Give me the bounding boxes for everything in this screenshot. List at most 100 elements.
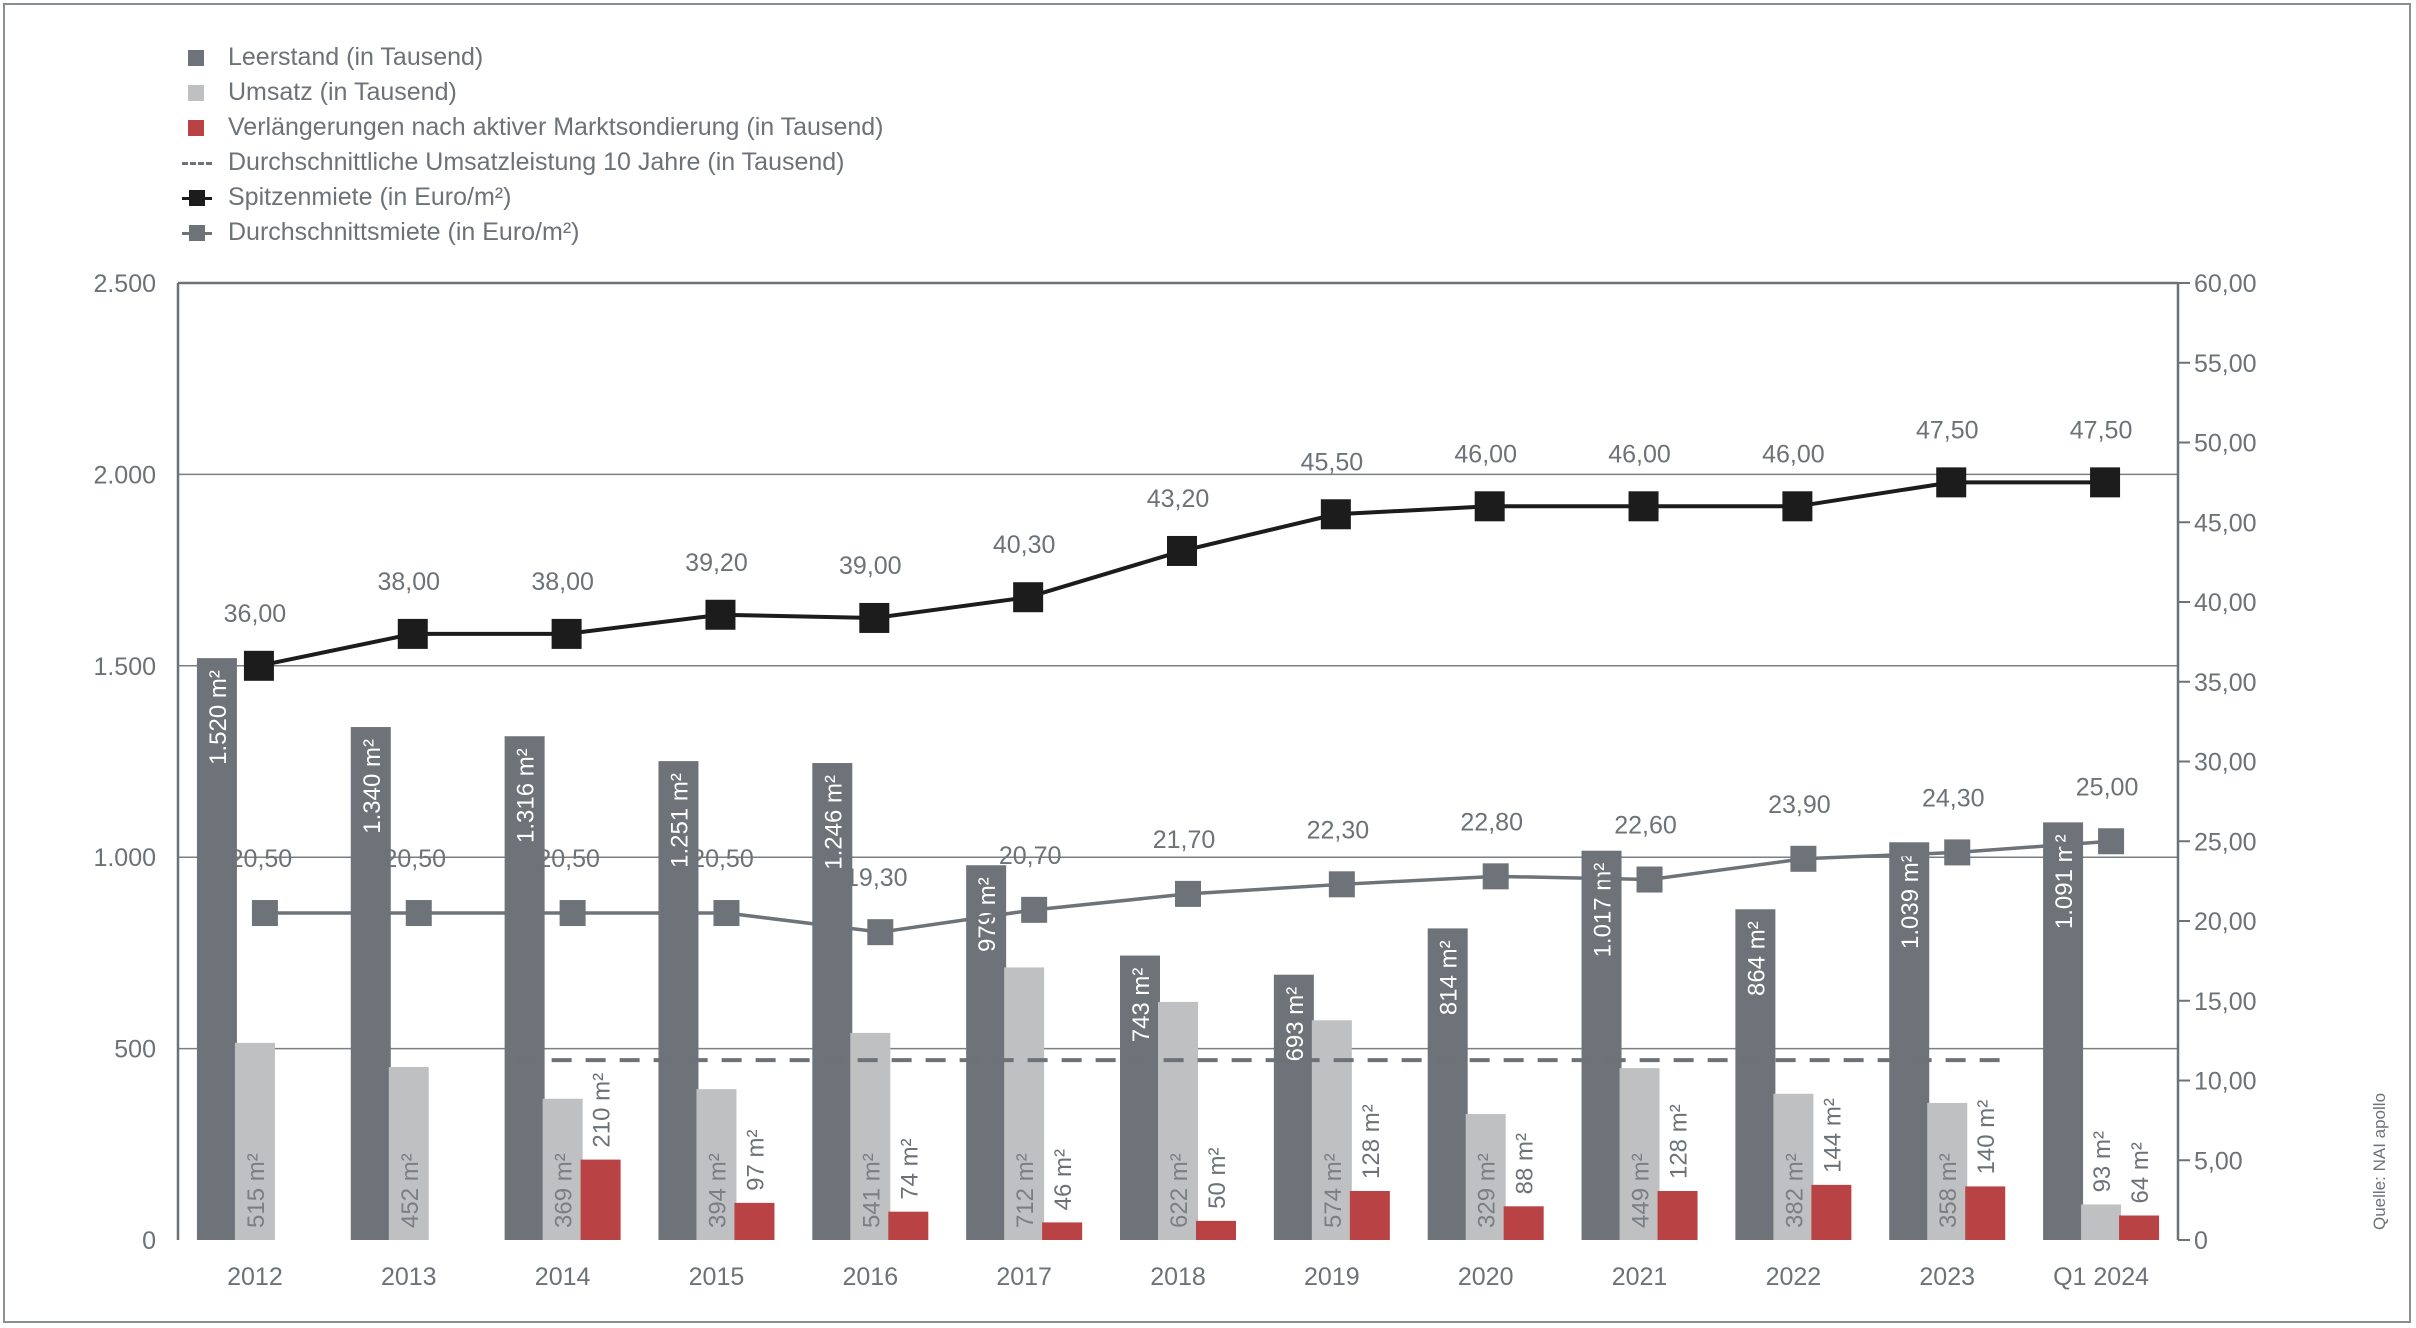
durchschnittsmiete-value-label: 22,30	[1307, 816, 1370, 844]
bar-data-label: 88 m²	[1512, 1133, 1539, 1194]
y-left-tick-label: 2.500	[93, 270, 156, 298]
bar-leerstand	[504, 736, 545, 1240]
legend-item-durchschnittsmiete: Durchschnittsmiete (in Euro/m²)	[182, 215, 884, 250]
y-right-tick-label: 15,00	[2194, 988, 2257, 1016]
y-left-tick-label: 500	[114, 1036, 156, 1064]
bar-data-label: 128 m²	[1666, 1104, 1693, 1179]
durchschnittsmiete-value-label: 22,80	[1460, 808, 1523, 836]
durchschnittsmiete-marker	[1636, 866, 1663, 893]
durchschnittsmiete-value-label: 25,00	[2076, 773, 2139, 801]
y-right-tick-label: 25,00	[2194, 828, 2257, 856]
spitzenmiete-value-label: 43,20	[1147, 485, 1210, 513]
x-tick-label: 2022	[1766, 1263, 1822, 1291]
durchschnittsmiete-value-label: 20,50	[691, 845, 754, 873]
durchschnittsmiete-marker	[405, 900, 432, 927]
spitzenmiete-value-label: 46,00	[1454, 440, 1517, 468]
bar-umsatz	[1158, 1001, 1198, 1240]
spitzenmiete-value-label: 39,20	[685, 549, 748, 577]
bar-data-label: 712 m²	[1012, 1153, 1039, 1228]
spitzenmiete-marker	[397, 618, 428, 649]
bar-data-label: 93 m²	[2089, 1131, 2116, 1192]
x-tick-label: 2023	[1919, 1263, 1975, 1291]
x-tick-label: 2014	[535, 1263, 591, 1291]
bar-verlaengerung	[734, 1202, 775, 1240]
bar-data-label: 541 m²	[858, 1153, 885, 1228]
bar-leerstand	[966, 865, 1007, 1240]
y-right-tick-label: 60,00	[2194, 270, 2257, 298]
bar-data-label: 814 m²	[1436, 940, 1463, 1015]
spitzenmiete-value-label: 38,00	[377, 568, 440, 596]
bar-data-label: 864 m²	[1743, 921, 1770, 996]
bar-umsatz	[1311, 1020, 1352, 1240]
bar-umsatz	[388, 1066, 429, 1240]
durchschnittsmiete-value-label: 19,30	[845, 864, 908, 892]
bar-data-label: 358 m²	[1935, 1153, 1962, 1228]
durchschnittsmiete-value-label: 21,70	[1153, 826, 1216, 854]
bar-umsatz	[1927, 1102, 1968, 1240]
y-right-tick-label: 5,00	[2194, 1147, 2243, 1175]
spitzenmiete-marker	[1782, 491, 1813, 522]
bar-leerstand	[1735, 909, 1776, 1240]
x-tick-label: 2016	[842, 1263, 898, 1291]
bar-umsatz	[2081, 1204, 2122, 1240]
legend-swatch-leerstand	[182, 47, 218, 69]
y-right-tick-label: 50,00	[2194, 430, 2257, 458]
spitzenmiete-marker	[2090, 467, 2121, 498]
bar-umsatz	[850, 1032, 891, 1240]
durchschnittsmiete-marker	[559, 900, 586, 927]
bar-data-label: 329 m²	[1474, 1153, 1501, 1228]
y-left-tick-label: 2.000	[93, 461, 156, 489]
legend-item-leerstand: Leerstand (in Tausend)	[182, 40, 884, 75]
y-left-tick-label: 0	[142, 1227, 156, 1255]
legend-label: Durchschnittsmiete (in Euro/m²)	[228, 218, 580, 246]
durchschnittsmiete-value-label: 20,70	[999, 842, 1062, 870]
chart-frame	[3, 3, 2411, 1323]
x-tick-label: 2021	[1612, 1263, 1668, 1291]
bar-data-label: 369 m²	[551, 1153, 578, 1228]
durchschnittsmiete-value-label: 23,90	[1768, 791, 1831, 819]
bar-leerstand	[812, 763, 853, 1240]
y-right-tick-label: 0	[2194, 1227, 2208, 1255]
legend-item-umsatz: Umsatz (in Tausend)	[182, 75, 884, 110]
spitzenmiete-marker	[1167, 535, 1197, 566]
bar-data-label: 382 m²	[1781, 1153, 1808, 1228]
x-tick-label: 2012	[227, 1263, 283, 1291]
bar-data-label: 574 m²	[1320, 1153, 1347, 1228]
bar-verlaengerung	[1349, 1191, 1390, 1240]
bar-leerstand	[1581, 850, 1622, 1240]
bar-data-label: 452 m²	[397, 1153, 424, 1228]
legend-swatch-dashed-line	[182, 152, 218, 174]
bar-data-label: 97 m²	[742, 1130, 769, 1191]
x-tick-label: Q1 2024	[2053, 1263, 2149, 1291]
durchschnittsmiete-value-label: 22,60	[1614, 812, 1677, 840]
durchschnittsmiete-marker	[1790, 845, 1817, 872]
bar-data-label: 1.039 m²	[1897, 854, 1924, 949]
bar-data-label: 515 m²	[243, 1153, 270, 1228]
bar-data-label: 210 m²	[589, 1073, 616, 1148]
spitzenmiete-marker	[1320, 499, 1351, 530]
x-tick-label: 2013	[381, 1263, 437, 1291]
legend-label: Durchschnittliche Umsatzleistung 10 Jahr…	[228, 148, 845, 176]
bar-verlaengerung	[2119, 1215, 2160, 1240]
bar-verlaengerung	[1811, 1184, 1852, 1240]
bar-data-label: 743 m²	[1128, 968, 1155, 1043]
y-right-tick-label: 55,00	[2194, 350, 2257, 378]
bar-data-label: 140 m²	[1973, 1100, 2000, 1175]
legend-swatch-umsatz	[182, 82, 218, 104]
bar-data-label: 74 m²	[896, 1138, 923, 1199]
legend-item-verlaengerungen: Verlängerungen nach aktiver Marktsondier…	[182, 110, 884, 145]
bar-leerstand	[1273, 974, 1314, 1240]
legend-item-spitzenmiete: Spitzenmiete (in Euro/m²)	[182, 180, 884, 215]
bar-umsatz	[234, 1042, 275, 1240]
bar-verlaengerung	[580, 1159, 621, 1240]
legend-label: Spitzenmiete (in Euro/m²)	[228, 183, 512, 211]
bar-verlaengerung	[1196, 1220, 1236, 1240]
bar-leerstand	[196, 658, 237, 1240]
durchschnittsmiete-marker	[251, 900, 278, 927]
bar-data-label: 1.340 m²	[359, 739, 386, 834]
durchschnittsmiete-value-label: 20,50	[537, 845, 600, 873]
legend-label: Verlängerungen nach aktiver Marktsondier…	[228, 113, 884, 141]
y-right-tick-label: 10,00	[2194, 1068, 2257, 1096]
legend-swatch-verlaengerungen	[182, 117, 218, 139]
